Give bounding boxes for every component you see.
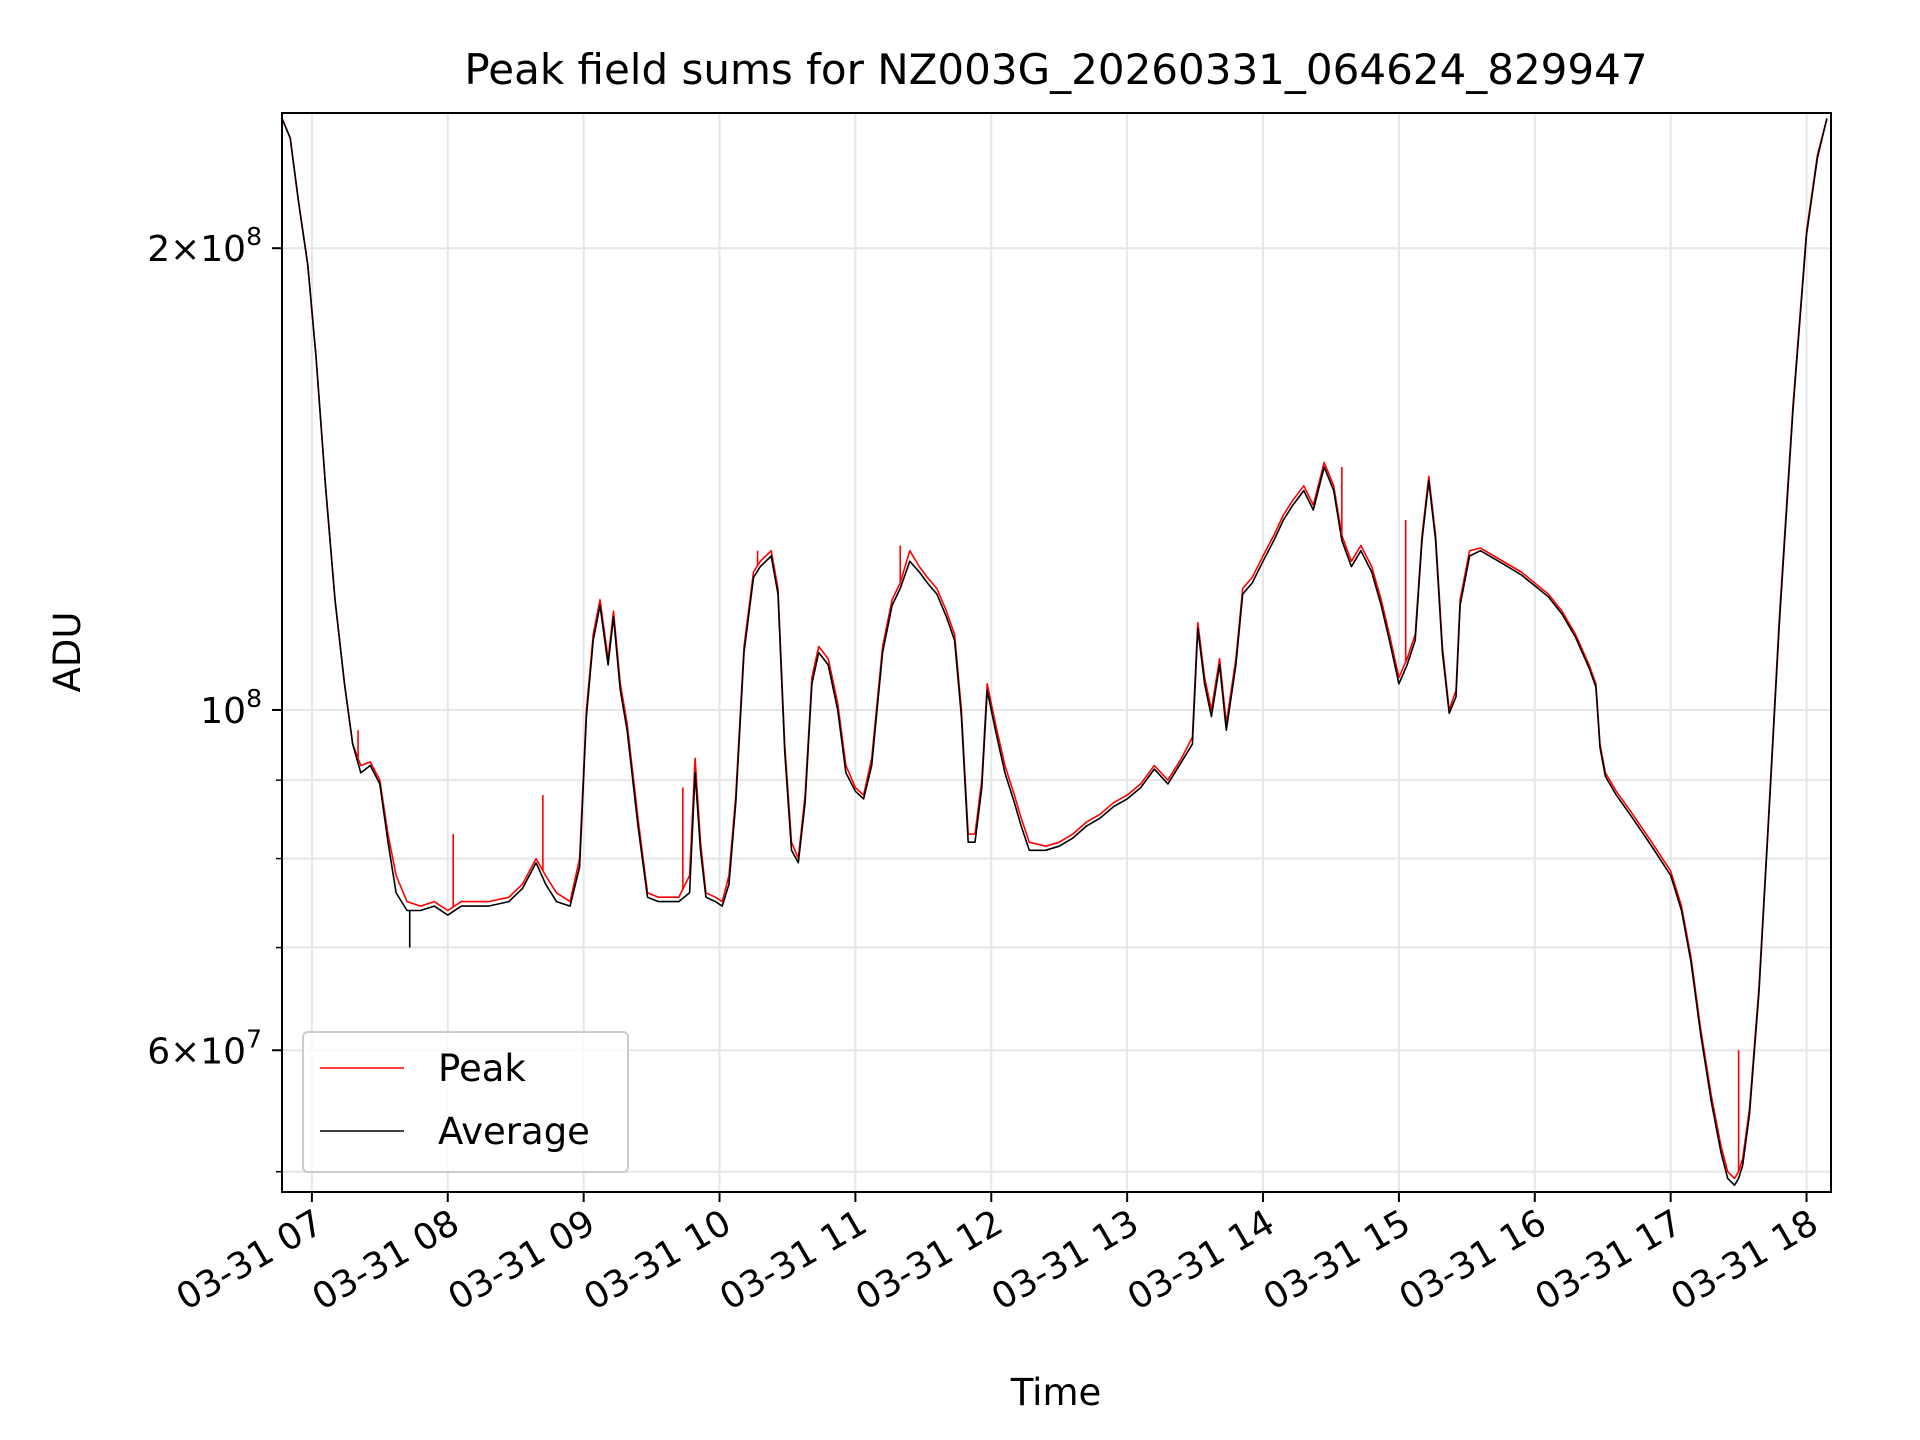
plot-frame [281, 112, 1832, 1193]
chart-title: Peak field sums for NZ003G_20260331_0646… [464, 45, 1647, 94]
y-tick-label: 108 [200, 684, 262, 732]
grid-lines [282, 113, 1831, 1192]
series-layer [282, 118, 1828, 1186]
y-tick-exponent: 7 [246, 1024, 262, 1053]
y-axis-label: ADU [46, 612, 89, 693]
legend-average-label: Average [438, 1110, 590, 1153]
y-tick-exponent: 8 [246, 684, 262, 713]
legend-peak-label: Peak [438, 1047, 526, 1090]
legend: Peak Average [302, 1031, 629, 1173]
y-tick-base: 6×10 [147, 1031, 246, 1072]
legend-box [302, 1031, 629, 1173]
y-tick-label: 2×108 [147, 222, 262, 270]
y-tick-exponent: 8 [246, 222, 262, 251]
x-axis-label: Time [1010, 1371, 1102, 1414]
y-tick-base: 2×10 [147, 229, 246, 270]
y-tick-label: 6×107 [147, 1024, 262, 1072]
series-line-average [282, 118, 1828, 1186]
y-tick-base: 10 [200, 691, 246, 732]
